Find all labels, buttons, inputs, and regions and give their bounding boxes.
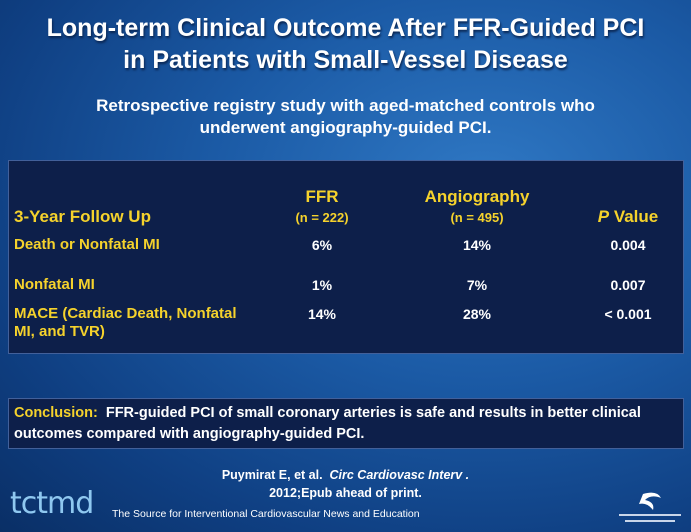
tagline: The Source for Interventional Cardiovasc… [112,508,420,520]
title: Long-term Clinical Outcome After FFR-Gui… [46,14,645,42]
citation-journal: Circ Cardiovasc Interv . [329,468,470,482]
citation: Puymirat E, et al. Circ Cardiovasc Inter… [0,468,691,482]
row-label: Death or Nonfatal MI [14,236,160,253]
ffr-value: 6% [311,237,333,253]
subtitle: underwent angiography-guided PCI. [199,118,492,137]
conclusion: Conclusion: FFR-guided PCI of small coro… [14,403,674,445]
header-p-italic: P [597,207,610,226]
citation-detail: 2012;Epub ahead of print. [269,486,422,500]
angio-value: 7% [466,277,488,293]
row-label: MACE (Cardiac Death, Nonfatal MI, and TV… [14,305,237,340]
title: in Patients with Small-Vessel Disease [123,46,568,74]
foundation-logo [619,492,681,522]
conclusion-box [8,398,684,449]
table [8,160,684,354]
row-label: Nonfatal MI [14,276,95,293]
p-value: < 0.001 [604,306,652,322]
header-label: 3-Year Follow Up [14,207,151,226]
conclusion-text: FFR-guided PCI of small coronary arterie… [14,405,641,442]
p-value: 0.004 [610,237,646,253]
header-p-rest: Value [613,207,659,226]
p-value: 0.007 [610,277,646,293]
angio-value: 14% [462,237,492,253]
header-angio: Angiography [424,187,530,206]
conclusion-label: Conclusion: [14,405,98,421]
header-p: P Value [570,207,686,227]
header-ffr-n: (n = 222) [295,210,349,225]
citation-authors: Puymirat E, et al. [221,468,323,482]
logo: tctmd [10,486,94,521]
header-angio-n: (n = 495) [450,210,504,225]
ffr-value: 1% [311,277,333,293]
subtitle: Retrospective registry study with aged-m… [96,96,595,115]
ffr-value: 14% [307,306,337,322]
angio-value: 28% [462,306,492,322]
header-ffr: FFR [305,187,339,206]
